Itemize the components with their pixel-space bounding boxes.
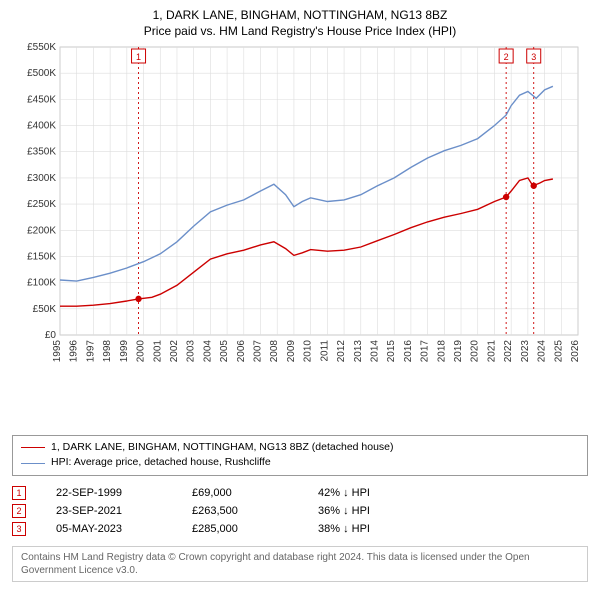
legend-swatch [21,463,45,464]
chart-container: 1, DARK LANE, BINGHAM, NOTTINGHAM, NG13 … [0,0,600,590]
event-price: £285,000 [192,523,302,535]
svg-text:2025: 2025 [553,340,564,363]
svg-text:2003: 2003 [186,340,197,363]
svg-text:2010: 2010 [303,340,314,363]
svg-text:2020: 2020 [470,340,481,363]
event-date: 22-SEP-1999 [56,487,176,499]
svg-text:2001: 2001 [152,340,163,363]
title-line2: Price paid vs. HM Land Registry's House … [12,24,588,40]
svg-text:2021: 2021 [486,340,497,363]
svg-text:2022: 2022 [503,340,514,363]
event-delta: 36% ↓ HPI [318,505,428,517]
svg-text:2017: 2017 [420,340,431,363]
event-date: 05-MAY-2023 [56,523,176,535]
legend-swatch [21,447,45,448]
event-marker-badge: 3 [12,522,26,536]
svg-text:2019: 2019 [453,340,464,363]
svg-text:2008: 2008 [269,340,280,363]
svg-text:2002: 2002 [169,340,180,363]
svg-text:2000: 2000 [136,340,147,363]
footnote: Contains HM Land Registry data © Crown c… [12,546,588,582]
event-row: 2 23-SEP-2021 £263,500 36% ↓ HPI [12,502,588,520]
svg-text:£450K: £450K [27,95,56,106]
svg-text:2013: 2013 [353,340,364,363]
chart-area: £0 £50K £100K £150K £200K £250K £300K £350K £400… [12,43,588,428]
svg-text:£400K: £400K [27,121,56,132]
svg-text:1: 1 [136,52,141,62]
svg-text:2006: 2006 [236,340,247,363]
svg-text:1996: 1996 [69,340,80,363]
svg-text:2012: 2012 [336,340,347,363]
event-row: 3 05-MAY-2023 £285,000 38% ↓ HPI [12,520,588,538]
svg-text:2014: 2014 [369,340,380,363]
svg-text:£250K: £250K [27,199,56,210]
svg-text:2016: 2016 [403,340,414,363]
svg-text:2004: 2004 [202,340,213,363]
event-delta: 38% ↓ HPI [318,523,428,535]
event-date: 23-SEP-2021 [56,505,176,517]
event-marker-badge: 2 [12,504,26,518]
svg-text:3: 3 [531,52,536,62]
svg-text:2018: 2018 [436,340,447,363]
svg-text:1998: 1998 [102,340,113,363]
event-delta: 42% ↓ HPI [318,487,428,499]
svg-text:2009: 2009 [286,340,297,363]
svg-text:£100K: £100K [27,278,56,289]
event-price: £263,500 [192,505,302,517]
svg-text:1997: 1997 [85,340,96,363]
legend: 1, DARK LANE, BINGHAM, NOTTINGHAM, NG13 … [12,435,588,477]
svg-text:1995: 1995 [52,340,63,363]
svg-text:£350K: £350K [27,147,56,158]
svg-text:2: 2 [504,52,509,62]
legend-label: HPI: Average price, detached house, Rush… [51,455,271,471]
svg-text:£550K: £550K [27,43,56,53]
svg-text:2015: 2015 [386,340,397,363]
legend-row: HPI: Average price, detached house, Rush… [21,455,579,471]
svg-text:£0: £0 [45,330,57,341]
svg-text:£500K: £500K [27,68,56,79]
svg-text:£300K: £300K [27,173,56,184]
event-price: £69,000 [192,487,302,499]
event-marker-badge: 1 [12,486,26,500]
svg-text:£200K: £200K [27,225,56,236]
svg-text:2007: 2007 [253,340,264,363]
legend-label: 1, DARK LANE, BINGHAM, NOTTINGHAM, NG13 … [51,440,394,456]
legend-row: 1, DARK LANE, BINGHAM, NOTTINGHAM, NG13 … [21,440,579,456]
svg-text:£50K: £50K [33,304,57,315]
chart-svg: £0 £50K £100K £150K £200K £250K £300K £350K £400… [12,43,588,373]
svg-text:2024: 2024 [537,340,548,363]
svg-text:2005: 2005 [219,340,230,363]
events-table: 1 22-SEP-1999 £69,000 42% ↓ HPI 2 23-SEP-2021… [12,484,588,538]
svg-text:1999: 1999 [119,340,130,363]
svg-text:£150K: £150K [27,252,56,263]
event-row: 1 22-SEP-1999 £69,000 42% ↓ HPI [12,484,588,502]
title-block: 1, DARK LANE, BINGHAM, NOTTINGHAM, NG13 … [12,8,588,39]
svg-text:2023: 2023 [520,340,531,363]
svg-text:2026: 2026 [570,340,581,363]
title-line1: 1, DARK LANE, BINGHAM, NOTTINGHAM, NG13 … [12,8,588,24]
svg-text:2011: 2011 [319,340,330,362]
